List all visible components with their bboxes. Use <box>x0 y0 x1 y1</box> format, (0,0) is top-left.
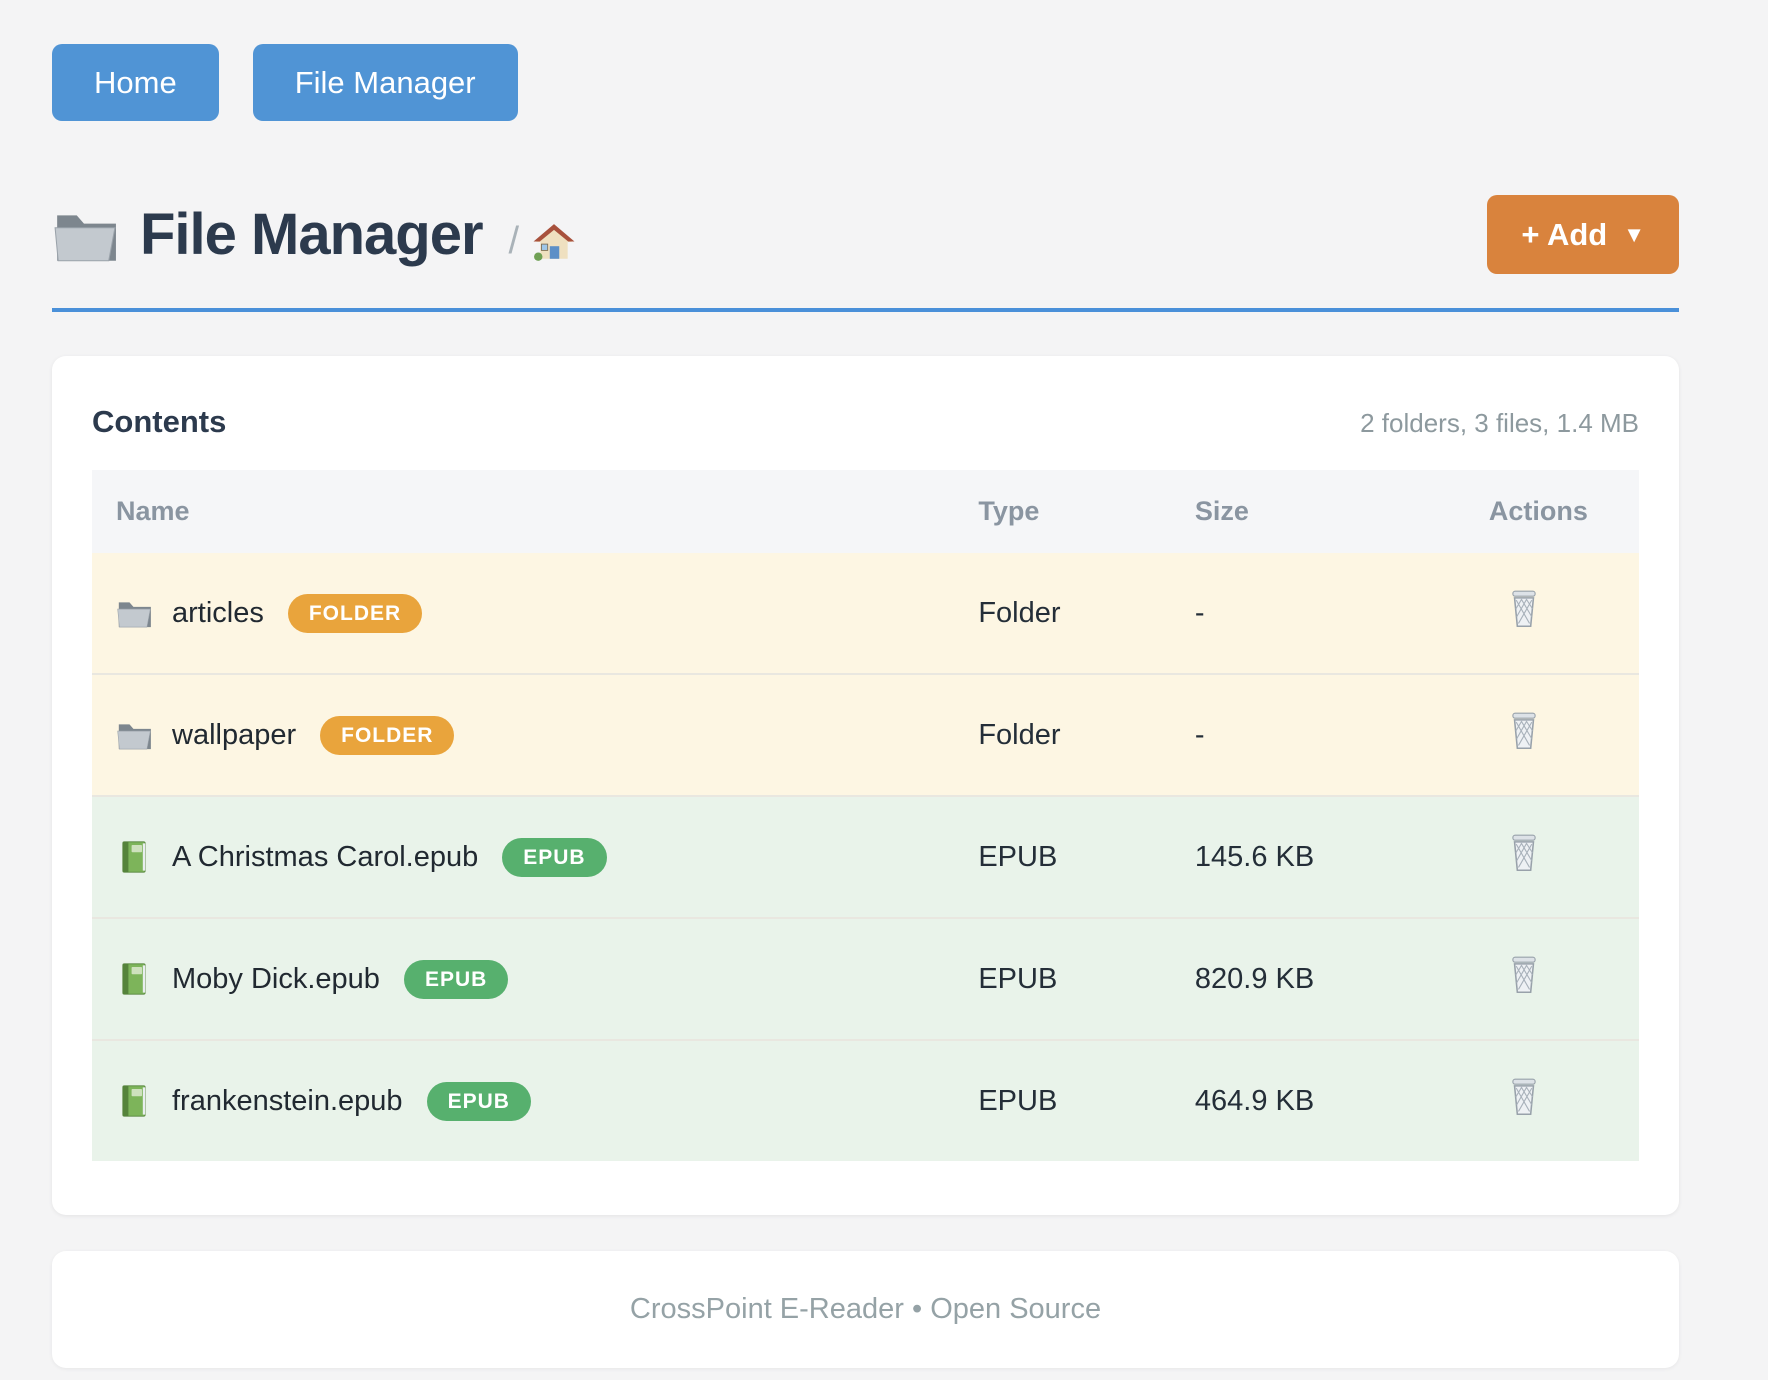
book-icon <box>122 841 146 873</box>
book-icon <box>122 1085 146 1117</box>
epub-badge: EPUB <box>426 1081 531 1121</box>
breadcrumb: / <box>509 220 576 263</box>
column-header-type: Type <box>958 470 1175 553</box>
file-size: - <box>1174 553 1469 674</box>
file-name[interactable]: A Christmas Carol.epub <box>172 840 479 873</box>
file-size: - <box>1174 673 1469 796</box>
table-row: A Christmas Carol.epub EPUB EPUB 145.6 K… <box>92 795 1639 918</box>
delete-button[interactable] <box>1507 1077 1541 1117</box>
contents-summary: 2 folders, 3 files, 1.4 MB <box>1360 408 1639 438</box>
chevron-down-icon: ▼ <box>1623 221 1645 247</box>
folder-badge: FOLDER <box>320 715 455 755</box>
file-type: EPUB <box>958 1039 1175 1161</box>
column-header-name: Name <box>92 470 959 553</box>
contents-heading: Contents <box>92 404 227 439</box>
delete-button[interactable] <box>1507 589 1541 629</box>
add-button-label: + Add <box>1521 217 1608 252</box>
trash-icon <box>1511 590 1536 628</box>
delete-button[interactable] <box>1507 833 1541 873</box>
page: Home File Manager File Manager / + Add ▼… <box>52 0 1679 1368</box>
file-type: EPUB <box>958 917 1175 1040</box>
folder-icon <box>117 724 152 750</box>
file-size: 464.9 KB <box>1174 1039 1469 1161</box>
table-row: Moby Dick.epub EPUB EPUB 820.9 KB <box>92 917 1639 1040</box>
table-row: frankenstein.epub EPUB EPUB 464.9 KB <box>92 1039 1639 1161</box>
footer: CrossPoint E-Reader • Open Source <box>52 1251 1679 1368</box>
file-type: Folder <box>958 673 1175 796</box>
column-header-actions: Actions <box>1468 470 1639 553</box>
file-type: EPUB <box>958 795 1175 918</box>
file-name[interactable]: wallpaper <box>172 718 297 751</box>
add-button[interactable]: + Add ▼ <box>1487 195 1679 274</box>
page-header: File Manager / + Add ▼ <box>52 195 1679 274</box>
folder-icon <box>117 602 152 628</box>
page-title: File Manager <box>140 202 484 267</box>
delete-button[interactable] <box>1507 955 1541 995</box>
home-icon[interactable] <box>533 223 576 261</box>
trash-icon <box>1511 956 1536 994</box>
table-row: articles FOLDER Folder - <box>92 553 1639 674</box>
file-table: Name Type Size Actions articles FOLDER F… <box>92 470 1639 1161</box>
file-manager-button[interactable]: File Manager <box>252 44 518 121</box>
file-type: Folder <box>958 553 1175 674</box>
top-nav: Home File Manager <box>52 44 1679 121</box>
epub-badge: EPUB <box>403 959 509 999</box>
column-header-size: Size <box>1174 470 1469 553</box>
home-button[interactable]: Home <box>52 44 219 121</box>
book-icon <box>122 963 146 995</box>
trash-icon <box>1511 834 1536 872</box>
trash-icon <box>1511 712 1536 750</box>
table-row: wallpaper FOLDER Folder - <box>92 673 1639 796</box>
file-name[interactable]: frankenstein.epub <box>172 1084 403 1117</box>
file-size: 145.6 KB <box>1174 795 1469 918</box>
contents-card: Contents 2 folders, 3 files, 1.4 MB Name… <box>52 356 1679 1215</box>
footer-text: CrossPoint E-Reader • Open Source <box>629 1293 1102 1325</box>
breadcrumb-separator: / <box>508 220 520 262</box>
delete-button[interactable] <box>1507 711 1541 751</box>
file-size: 820.9 KB <box>1174 917 1469 1040</box>
folder-badge: FOLDER <box>287 593 423 633</box>
contents-card-header: Contents 2 folders, 3 files, 1.4 MB <box>92 404 1639 440</box>
file-name[interactable]: Moby Dick.epub <box>172 962 380 995</box>
table-header-row: Name Type Size Actions <box>92 470 1639 553</box>
title-divider <box>52 308 1679 312</box>
trash-icon <box>1511 1078 1536 1115</box>
epub-badge: EPUB <box>502 837 607 877</box>
title-group: File Manager / <box>52 201 576 268</box>
folder-icon <box>54 214 117 261</box>
file-name[interactable]: articles <box>172 596 264 629</box>
